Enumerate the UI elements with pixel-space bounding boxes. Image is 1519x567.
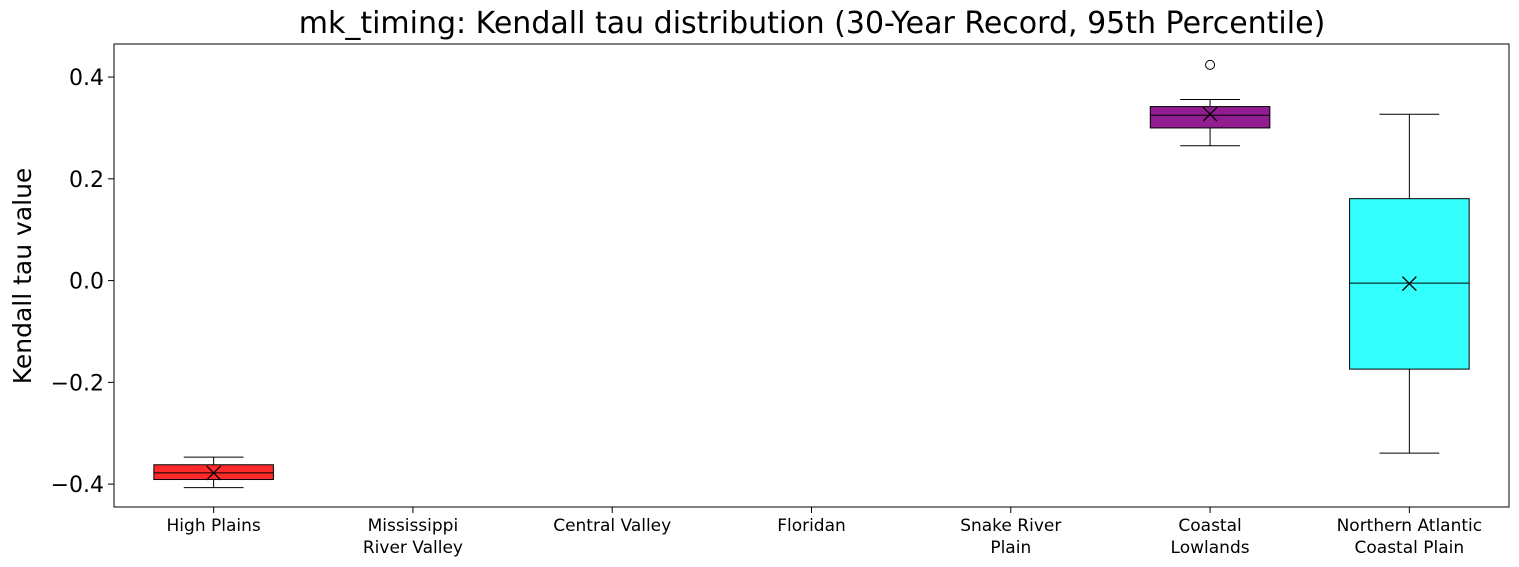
x-tick-label-line: Snake River xyxy=(960,516,1061,536)
box-iqr xyxy=(1149,106,1271,129)
x-tick-label-line: Coastal xyxy=(1178,516,1241,536)
x-tick-label-line: Northern Atlantic xyxy=(1337,516,1483,536)
chart-title: mk_timing: Kendall tau distribution (30-… xyxy=(299,6,1326,41)
y-tick-label: 0.0 xyxy=(69,270,104,295)
y-tick-label: −0.2 xyxy=(51,371,104,396)
x-tick-label: Coastal Lowlands xyxy=(1171,516,1250,558)
x-tick-label: Central Valley xyxy=(553,516,671,536)
plot-area-frame xyxy=(113,43,1510,508)
x-tick-label: Floridan xyxy=(777,516,846,536)
x-tick-label: High Plains xyxy=(167,516,261,536)
mean-marker xyxy=(206,465,222,481)
y-tick-label: −0.4 xyxy=(51,473,104,498)
x-tick-label-line: Coastal Plain xyxy=(1355,538,1465,558)
outlier-point xyxy=(1205,59,1216,70)
x-tick-label: Snake River Plain xyxy=(960,516,1061,558)
x-tick-label-line: Central Valley xyxy=(553,516,671,536)
x-tick-label-line: Lowlands xyxy=(1171,538,1250,558)
x-tick-label-line: Plain xyxy=(990,538,1031,558)
y-tick-label: 0.4 xyxy=(69,66,104,91)
mean-marker xyxy=(1401,276,1417,292)
y-axis-label: Kendall tau value xyxy=(8,168,37,385)
x-tick-label: Mississippi River Valley xyxy=(363,516,463,558)
x-tick-label-line: Mississippi xyxy=(368,516,459,536)
x-tick-label-line: Floridan xyxy=(777,516,846,536)
x-tick-label: Northern Atlantic Coastal Plain xyxy=(1337,516,1483,558)
x-tick-label-line: River Valley xyxy=(363,538,463,558)
y-tick-label: 0.2 xyxy=(69,168,104,193)
mean-marker xyxy=(1202,106,1218,122)
x-tick-label-line: High Plains xyxy=(167,516,261,536)
